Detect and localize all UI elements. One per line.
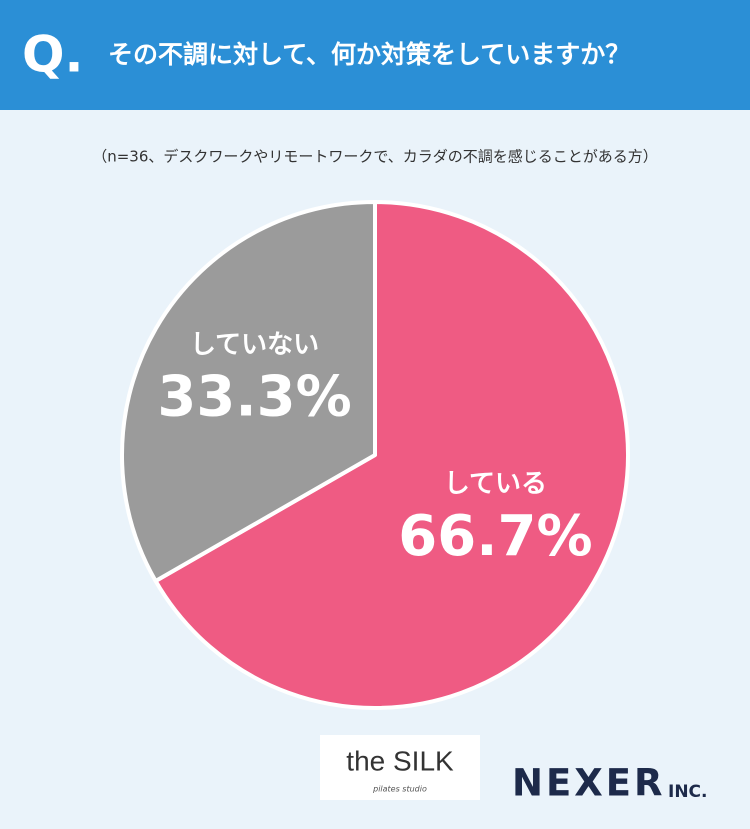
- slice-value-label: 33.3%: [157, 364, 351, 429]
- pie-slice: [120, 200, 377, 584]
- silk-logo-box: [320, 735, 480, 800]
- silk-logo: the SILK: [346, 745, 454, 776]
- slice-category-label: している: [444, 469, 547, 499]
- chart-title: その不調に対して、何か対策をしていますか？: [108, 40, 630, 69]
- question-mark: Q.: [22, 26, 84, 84]
- slice-category-label: していない: [190, 330, 319, 360]
- nexer-logo-suffix: INC.: [668, 782, 708, 802]
- pie-slice: [153, 200, 630, 710]
- silk-logo-sub: pilates studio: [372, 785, 427, 794]
- nexer-logo: NEXER: [512, 762, 666, 805]
- pie: している 66.7% していない 33.3%: [120, 200, 630, 710]
- subtitle: （n=36、デスクワークやリモートワークで、カラダの不調を感じることがある方）: [92, 148, 658, 166]
- slice-value-label: 66.7%: [398, 504, 592, 569]
- header-band: [0, 0, 750, 110]
